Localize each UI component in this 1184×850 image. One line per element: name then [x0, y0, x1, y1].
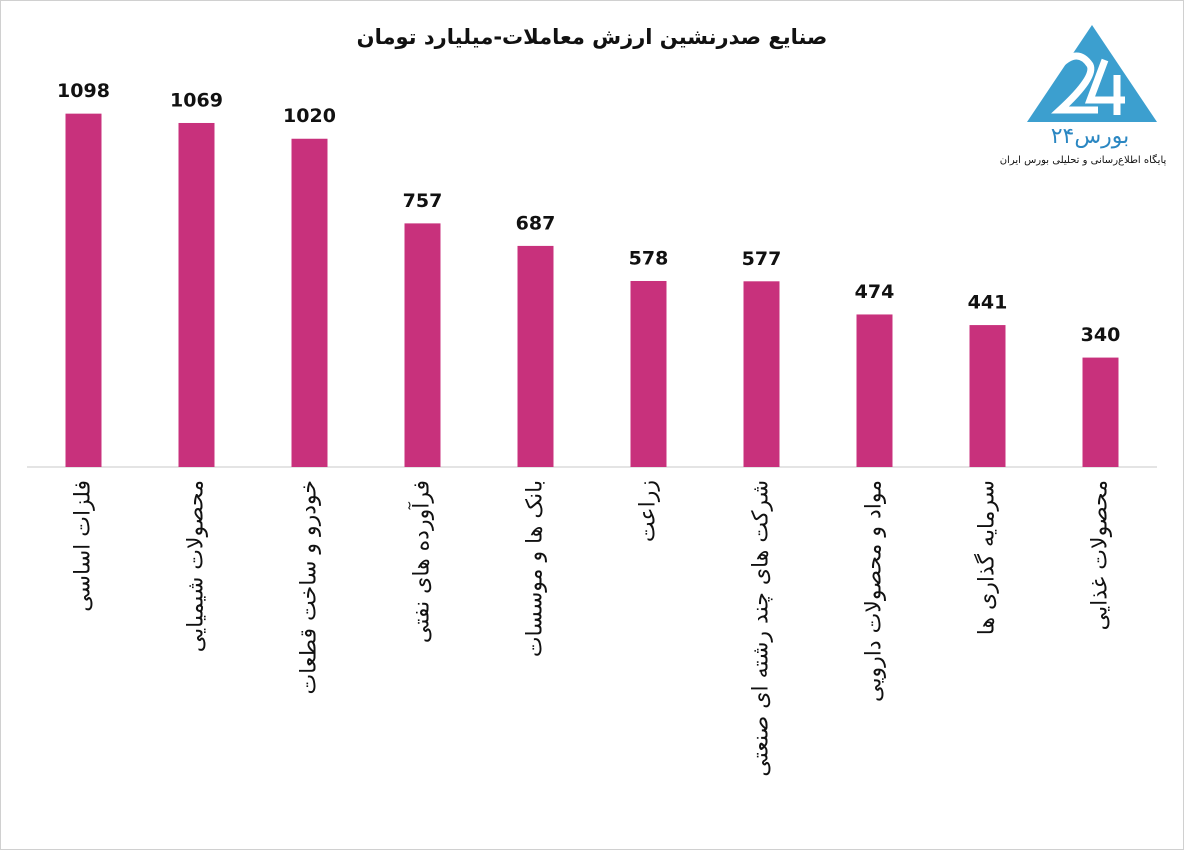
logo-mark	[1051, 52, 1125, 115]
chart-title: صنایع صدرنشین ارزش معاملات-میلیارد تومان	[357, 25, 828, 49]
value-label: 441	[968, 292, 1008, 314]
bar	[178, 122, 215, 467]
x-tick-label: شرکت های چند رشته ای صنعتی	[749, 480, 774, 777]
bar	[404, 223, 441, 467]
bar	[856, 314, 893, 467]
bar	[969, 325, 1006, 467]
value-label: 340	[1081, 324, 1121, 346]
x-tick-label: محصولات شیمیایی	[184, 480, 209, 652]
bar	[630, 280, 667, 467]
bar	[743, 281, 780, 467]
bar	[65, 113, 102, 467]
x-tick-label: مواد و محصولات دارویی	[862, 480, 887, 702]
logo-subtitle: پایگاه اطلاع‌رسانی و تحلیلی بورس ایران	[1000, 154, 1167, 166]
x-tick-label: فلزات اساسی	[71, 480, 96, 612]
value-label: 577	[742, 248, 782, 270]
x-tick-label: محصولات غذایی	[1088, 480, 1113, 630]
value-label: 474	[855, 281, 895, 303]
x-tick-label: زراعت	[636, 480, 661, 542]
value-label: 1098	[57, 80, 110, 102]
x-tick-label: سرمایه گذاری ها	[974, 480, 1000, 635]
bar	[517, 245, 554, 467]
logo	[1027, 25, 1157, 122]
logo-title: بورس۲۴	[1051, 124, 1130, 149]
x-tick-label: بانک ها و موسسات	[523, 480, 548, 657]
value-label: 757	[403, 190, 443, 212]
bar	[1082, 357, 1119, 467]
value-label: 578	[629, 247, 669, 269]
value-label: 1069	[170, 89, 223, 111]
x-tick-label: فرآورده های نفتی	[408, 480, 435, 643]
value-label: 1020	[283, 105, 336, 127]
bar	[291, 138, 328, 467]
x-tick-label: خودرو و ساخت قطعات	[297, 480, 322, 695]
value-label: 687	[516, 212, 556, 234]
